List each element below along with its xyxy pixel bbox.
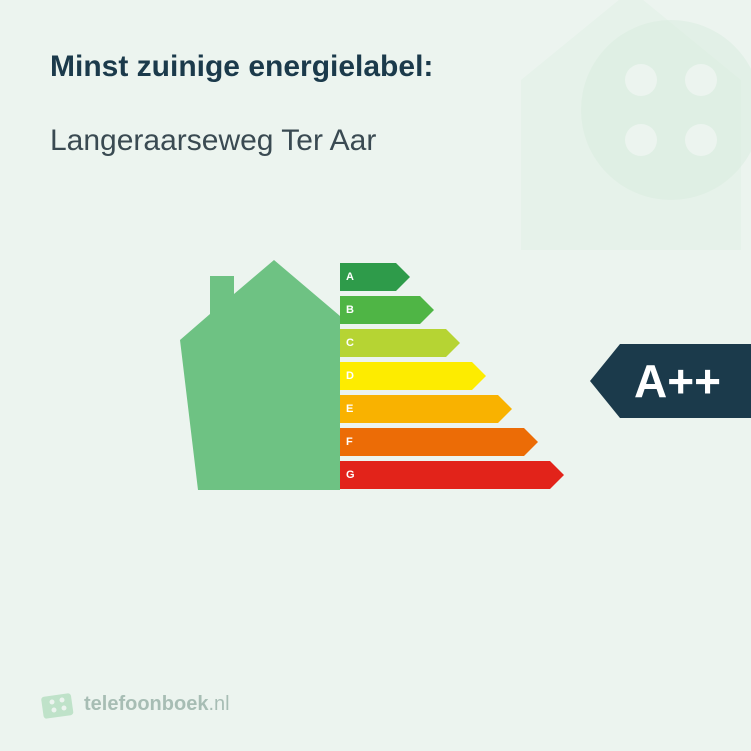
footer-brand-bold: telefoonboek [84, 693, 208, 715]
rating-badge-arrow [590, 344, 620, 418]
page-title: Minst zuinige energielabel: [50, 50, 701, 84]
energy-bar-d: D [340, 361, 564, 391]
footer-logo-icon [40, 687, 74, 721]
energy-bar-g: G [340, 460, 564, 490]
energy-bar-a: A [340, 262, 564, 292]
energy-bar-b: B [340, 295, 564, 325]
energy-bars: A B C D [340, 262, 564, 493]
page-subtitle: Langeraarseweg Ter Aar [50, 124, 701, 158]
footer-brand-normal: .nl [208, 693, 229, 715]
energy-bar-c: C [340, 328, 564, 358]
energy-bar-e: E [340, 394, 564, 424]
bar-arrow [396, 263, 410, 291]
house-icon [180, 258, 340, 490]
energy-bar-f: F [340, 427, 564, 457]
content-area: Minst zuinige energielabel: Langeraarsew… [0, 0, 751, 518]
rating-badge-text: A++ [620, 344, 751, 418]
footer: telefoonboek.nl [40, 687, 230, 721]
footer-brand: telefoonboek.nl [84, 693, 230, 716]
rating-badge: A++ [590, 344, 751, 418]
